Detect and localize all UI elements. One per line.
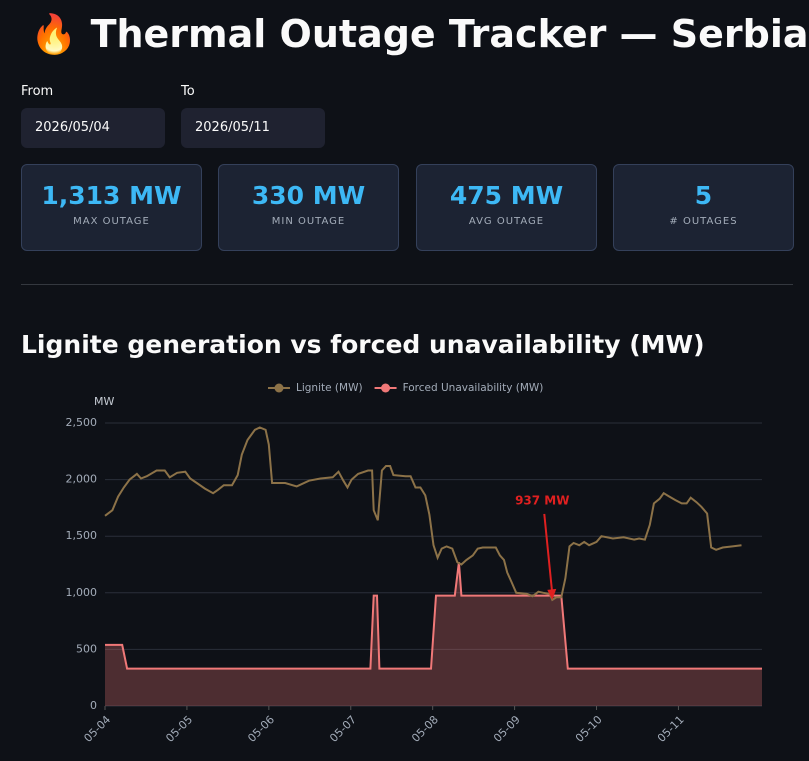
- y-tick-label: 1,500: [66, 529, 98, 542]
- y-tick-label: 1,000: [66, 586, 98, 599]
- y-tick-label: 2,000: [66, 473, 98, 486]
- metric-card: 330 MW MIN OUTAGE: [218, 164, 399, 251]
- annotation-arrowhead: [547, 588, 557, 600]
- y-tick-label: 2,500: [66, 416, 98, 429]
- x-tick-label: 05-08: [409, 713, 441, 745]
- y-tick-label: 0: [90, 699, 97, 712]
- x-tick-label: 05-07: [327, 713, 359, 745]
- title-text: Thermal Outage Tracker — Serbia: [90, 12, 809, 56]
- metric-label: # OUTAGES: [669, 216, 738, 227]
- legend-marker: [381, 383, 391, 393]
- x-tick-label: 05-10: [573, 713, 605, 745]
- metric-label: MIN OUTAGE: [271, 216, 346, 227]
- y-axis-title: MW: [94, 395, 114, 408]
- x-tick-label: 05-06: [245, 713, 277, 745]
- to-input[interactable]: 2026/05/11: [181, 108, 325, 148]
- metric-value: 330 MW: [251, 181, 366, 210]
- annotation-arrow: [543, 513, 554, 595]
- from-label: From: [21, 84, 54, 99]
- metric-label: MAX OUTAGE: [73, 216, 150, 227]
- metric-card: 5 # OUTAGES: [613, 164, 794, 251]
- x-tick-label: 05-04: [81, 713, 113, 745]
- metric-value: 1,313 MW: [41, 181, 182, 210]
- legend-label: Lignite (MW): [296, 382, 363, 394]
- legend-label: Forced Unavailability (MW): [403, 382, 544, 394]
- metric-card: 1,313 MW MAX OUTAGE: [21, 164, 202, 251]
- divider: [21, 284, 793, 285]
- line: [104, 426, 742, 602]
- annotation-label: 937 MW: [515, 493, 569, 507]
- y-tick-label: 500: [76, 642, 97, 655]
- metric-value: 475 MW: [449, 181, 564, 210]
- line: [105, 562, 762, 670]
- x-tick-label: 05-05: [163, 713, 195, 745]
- page-title: 🔥 Thermal Outage Tracker — Serbia: [30, 12, 809, 57]
- title-icon: 🔥: [30, 12, 78, 56]
- chart-title: Lignite generation vs forced unavailabil…: [21, 330, 705, 359]
- metric-label: AVG OUTAGE: [468, 216, 545, 227]
- from-input[interactable]: 2026/05/04: [21, 108, 165, 148]
- metric-value: 5: [694, 181, 713, 210]
- legend-marker: [274, 383, 284, 393]
- to-label: To: [181, 84, 195, 99]
- x-tick-label: 05-09: [491, 713, 523, 745]
- x-tick-label: 05-11: [655, 713, 687, 745]
- metric-card: 475 MW AVG OUTAGE: [416, 164, 597, 251]
